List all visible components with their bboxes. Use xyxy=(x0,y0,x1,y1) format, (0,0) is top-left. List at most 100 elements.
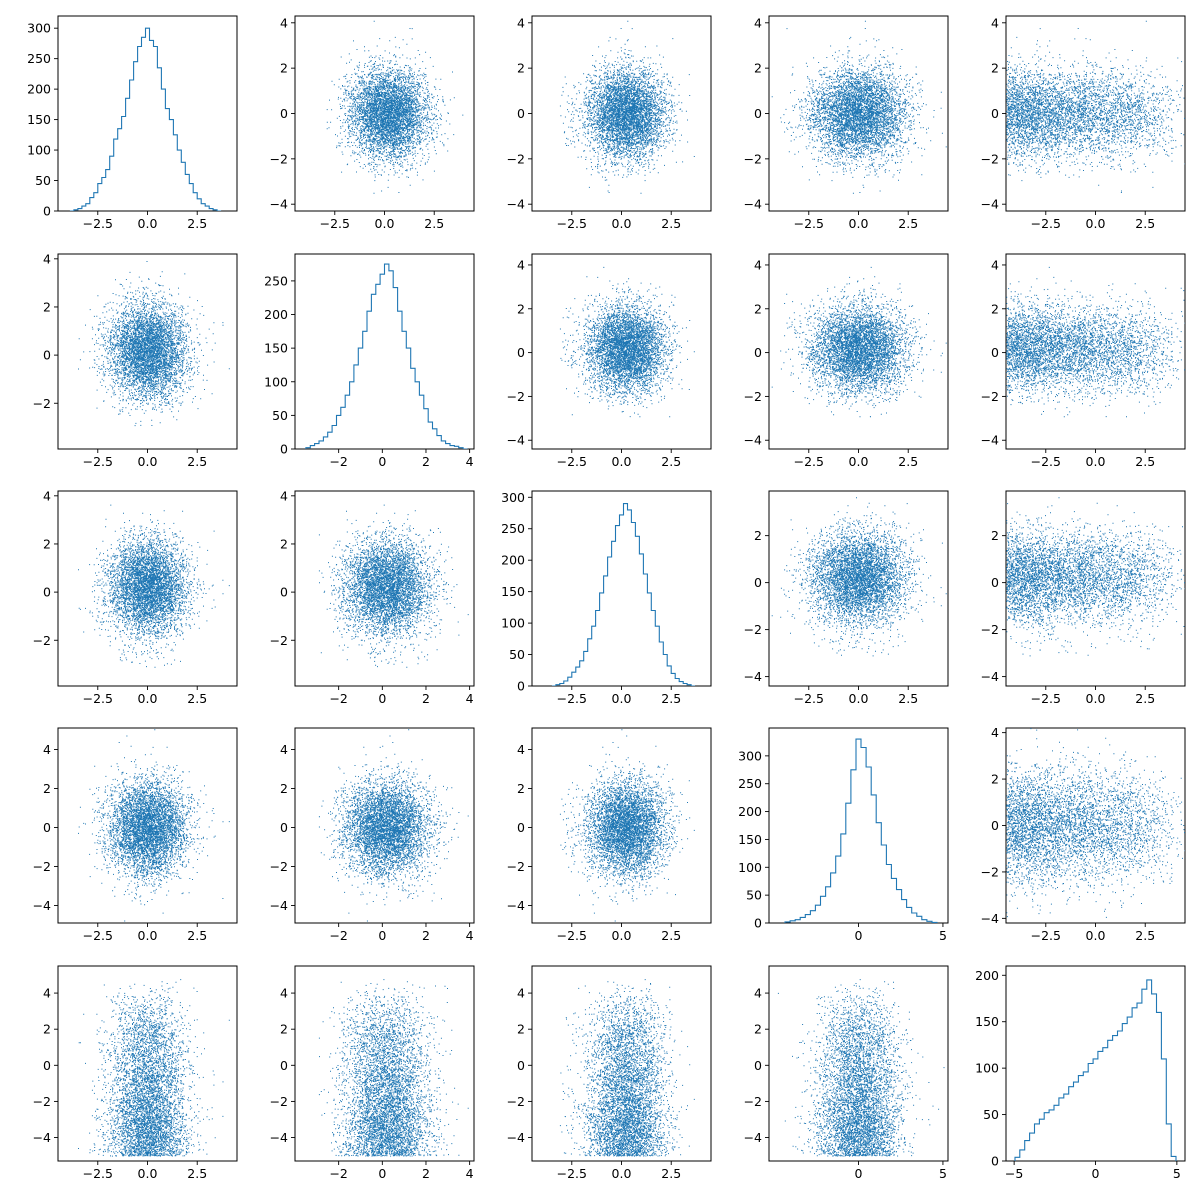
panel-r0-c2: −2.5 0.0 2.5 −4 −2 0 2 4 xyxy=(507,15,712,231)
plot-area xyxy=(777,979,945,1157)
y-tick-label: −2 xyxy=(507,859,525,874)
plot-area xyxy=(784,738,938,923)
y-tick-label: 4 xyxy=(517,742,525,757)
y-tick-label: −2 xyxy=(33,859,51,874)
plot-area xyxy=(1006,266,1185,418)
panel-r1-c2: −2.5 0.0 2.5 −4 −2 0 2 4 xyxy=(507,253,712,469)
scatter-points xyxy=(559,729,695,922)
y-tick-label: 250 xyxy=(738,776,762,791)
y-tick-label: 0 xyxy=(517,820,525,835)
y-tick-label: −2 xyxy=(270,151,288,166)
x-tick-label: 0.0 xyxy=(612,1166,632,1181)
y-tick-label: 2 xyxy=(754,301,762,316)
x-tick-label: 2 xyxy=(422,454,430,469)
y-tick-label: −2 xyxy=(981,864,999,879)
y-tick-label: 4 xyxy=(517,257,525,272)
y-tick-label: 200 xyxy=(501,553,525,568)
x-tick-label: 0.0 xyxy=(375,216,395,231)
y-tick-label: −2 xyxy=(270,633,288,648)
y-tick-label: 2 xyxy=(991,772,999,787)
axes-frame xyxy=(531,490,712,687)
y-tick-label: −4 xyxy=(270,898,288,913)
y-tick-label: −2 xyxy=(744,1094,762,1109)
y-tick-label: 100 xyxy=(27,143,51,158)
plot-area xyxy=(78,979,230,1157)
y-tick-label: 300 xyxy=(27,21,51,36)
plot-area xyxy=(771,266,947,418)
y-tick-label: 4 xyxy=(280,15,288,30)
y-tick-label: 0 xyxy=(991,818,999,833)
x-tick-label: −2.5 xyxy=(320,216,350,231)
plot-area xyxy=(318,729,469,922)
y-tick-label: 200 xyxy=(264,307,288,322)
x-tick-label: −2.5 xyxy=(557,454,587,469)
y-tick-label: 4 xyxy=(280,488,288,503)
panel-r1-c0: −2.5 0.0 2.5 −2 0 2 4 xyxy=(33,251,238,469)
y-tick-label: 2 xyxy=(43,781,51,796)
x-tick-label: 2.5 xyxy=(898,216,918,231)
scatter-points xyxy=(771,20,947,194)
scatter-points xyxy=(78,261,230,427)
x-tick-label: 2 xyxy=(422,691,430,706)
y-tick-label: 2 xyxy=(43,299,51,314)
y-tick-label: 0 xyxy=(43,820,51,835)
x-tick-label: −2 xyxy=(329,928,347,943)
y-tick-label: 0 xyxy=(754,575,762,590)
y-tick-label: 50 xyxy=(509,647,525,662)
y-tick-label: 4 xyxy=(991,257,999,272)
y-tick-label: 0 xyxy=(754,106,762,121)
x-tick-label: 2.5 xyxy=(661,1166,681,1181)
x-tick-label: 4 xyxy=(466,691,474,706)
x-tick-label: −2.5 xyxy=(794,454,824,469)
y-tick-label: 2 xyxy=(991,61,999,76)
y-tick-label: 100 xyxy=(264,374,288,389)
y-tick-label: 50 xyxy=(35,173,51,188)
plot-area xyxy=(305,263,468,449)
panel-r3-c1: −2 0 2 4 −4 −2 0 2 4 xyxy=(270,727,475,943)
y-tick-label: −4 xyxy=(270,197,288,212)
y-tick-label: 100 xyxy=(501,616,525,631)
panel-r4-c0: −2.5 0.0 2.5 −4 −2 0 2 4 xyxy=(33,965,238,1181)
plot-area xyxy=(78,504,230,668)
x-tick-label: 0.0 xyxy=(1086,216,1106,231)
x-tick-label: 2.5 xyxy=(1135,691,1155,706)
panel-r4-c3: 0 5 −4 −2 0 2 4 xyxy=(744,965,949,1181)
x-tick-label: 0.0 xyxy=(612,216,632,231)
y-tick-label: 150 xyxy=(264,341,288,356)
y-tick-label: 0 xyxy=(280,442,288,457)
y-tick-label: 2 xyxy=(280,536,288,551)
y-tick-label: 0 xyxy=(43,204,51,219)
scatter-points xyxy=(318,979,469,1157)
x-tick-label: 5 xyxy=(939,1166,947,1181)
x-tick-label: 0 xyxy=(378,691,386,706)
plot-area xyxy=(69,27,222,211)
x-tick-label: −2.5 xyxy=(557,928,587,943)
x-tick-label: −2 xyxy=(329,1166,347,1181)
x-tick-label: 2.5 xyxy=(187,1166,207,1181)
x-tick-label: 4 xyxy=(466,1166,474,1181)
x-tick-label: 2.5 xyxy=(898,454,918,469)
y-tick-label: 0 xyxy=(517,345,525,360)
y-tick-label: −2 xyxy=(981,622,999,637)
y-tick-label: 2 xyxy=(754,528,762,543)
panel-r2-c3: −2.5 0.0 2.5 −4 −2 0 2 xyxy=(744,490,949,706)
y-tick-label: −4 xyxy=(981,911,999,926)
x-tick-label: 0.0 xyxy=(138,928,158,943)
y-tick-label: 4 xyxy=(991,725,999,740)
x-tick-label: 2.5 xyxy=(1135,216,1155,231)
y-tick-label: 2 xyxy=(280,1022,288,1037)
y-tick-label: 200 xyxy=(975,968,999,983)
x-tick-label: −2.5 xyxy=(83,454,113,469)
y-tick-label: 250 xyxy=(264,273,288,288)
x-tick-label: 0.0 xyxy=(612,691,632,706)
y-tick-label: −2 xyxy=(744,389,762,404)
y-tick-label: −2 xyxy=(981,151,999,166)
scatter-points xyxy=(78,979,230,1157)
y-tick-label: −4 xyxy=(981,433,999,448)
x-tick-label: 2.5 xyxy=(187,454,207,469)
x-tick-label: −2.5 xyxy=(557,691,587,706)
x-tick-label: 4 xyxy=(466,928,474,943)
y-tick-label: −2 xyxy=(33,633,51,648)
y-tick-label: −2 xyxy=(981,389,999,404)
